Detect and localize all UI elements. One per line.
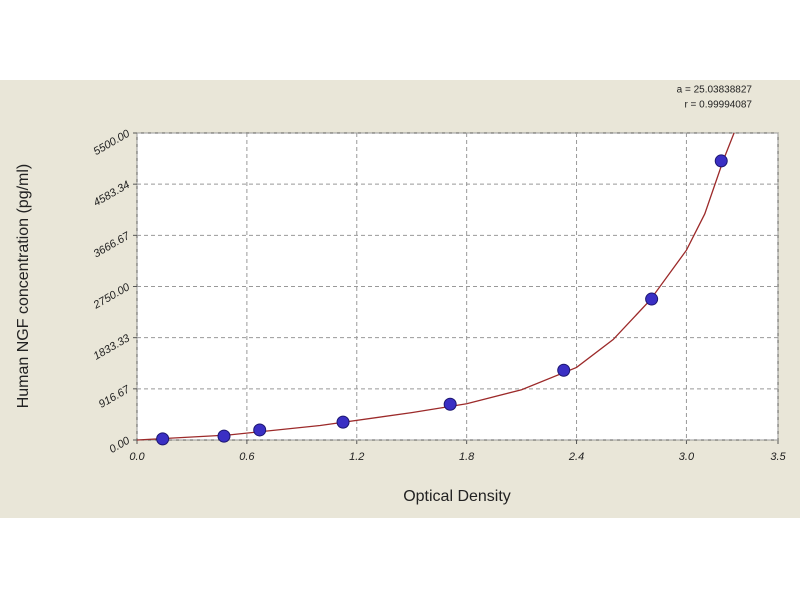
x-tick-label: 0.6 (239, 451, 255, 463)
x-tick-label: 3.0 (679, 451, 695, 463)
data-point (645, 292, 659, 306)
plot-area (136, 132, 779, 441)
data-point (217, 429, 231, 443)
x-axis-title: Optical Density (403, 488, 511, 505)
data-point (557, 363, 571, 377)
annotation: r = 0.99994087 (684, 100, 752, 111)
data-point (156, 432, 170, 446)
y-axis-title: Human NGF concentration (pg/ml) (15, 164, 32, 409)
x-tick-label: 2.4 (568, 451, 584, 463)
data-point (336, 415, 350, 429)
x-tick-label: 3.5 (770, 451, 786, 463)
annotation: a = 25.03838827 (677, 85, 753, 96)
x-tick-label: 1.2 (349, 451, 364, 463)
x-tick-label: 0.0 (129, 451, 145, 463)
data-point (253, 423, 267, 437)
data-point (443, 397, 457, 411)
x-tick-label: 1.8 (459, 451, 475, 463)
data-point (714, 154, 728, 168)
fit-curve (136, 132, 735, 441)
